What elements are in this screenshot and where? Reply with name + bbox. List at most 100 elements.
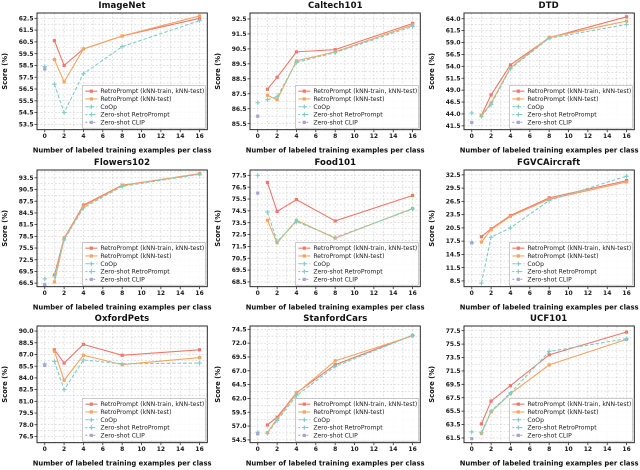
svg-text:CoOp: CoOp	[100, 104, 117, 111]
svg-text:2: 2	[62, 133, 66, 140]
svg-text:Number of labeled training exa: Number of labeled training examples per …	[33, 460, 212, 468]
svg-text:54.5: 54.5	[19, 110, 34, 117]
svg-text:4: 4	[508, 290, 512, 297]
svg-text:Zero-shot RetroPrompt: Zero-shot RetroPrompt	[314, 112, 384, 119]
svg-text:12: 12	[157, 446, 165, 453]
svg-text:73.5: 73.5	[232, 219, 247, 226]
svg-text:23.5: 23.5	[445, 211, 460, 218]
svg-text:88.5: 88.5	[19, 340, 34, 347]
svg-text:64.0: 64.0	[445, 16, 460, 23]
svg-text:90.5: 90.5	[232, 46, 247, 53]
svg-text:57.5: 57.5	[19, 74, 34, 81]
svg-text:8: 8	[547, 133, 551, 140]
svg-text:16: 16	[622, 133, 630, 140]
svg-text:Zero-shot RetroPrompt: Zero-shot RetroPrompt	[314, 268, 384, 275]
svg-text:0: 0	[43, 446, 47, 453]
svg-text:RetroPrompt (kNN-test): RetroPrompt (kNN-test)	[100, 96, 171, 103]
svg-text:66.5: 66.5	[19, 280, 34, 287]
svg-text:14: 14	[603, 133, 611, 140]
svg-text:90.0: 90.0	[19, 328, 34, 335]
svg-text:63.5: 63.5	[445, 422, 460, 429]
svg-text:Number of labeled training exa: Number of labeled training examples per …	[246, 460, 425, 468]
svg-text:88.5: 88.5	[232, 76, 247, 83]
svg-text:4: 4	[295, 290, 299, 297]
svg-text:84.0: 84.0	[19, 375, 34, 382]
chart-title: ImageNet	[98, 1, 146, 11]
svg-text:89.5: 89.5	[232, 61, 247, 68]
svg-text:12: 12	[583, 133, 591, 140]
svg-text:81.0: 81.0	[19, 399, 34, 406]
svg-text:4: 4	[295, 446, 299, 453]
svg-text:RetroPrompt (kNN-test): RetroPrompt (kNN-test)	[314, 96, 385, 103]
svg-text:71.5: 71.5	[232, 243, 247, 250]
svg-text:RetroPrompt (kNN-train, kNN-te: RetroPrompt (kNN-train, kNN-test)	[314, 245, 418, 252]
svg-text:82.5: 82.5	[19, 387, 34, 394]
svg-text:69.5: 69.5	[445, 382, 460, 389]
svg-text:91.5: 91.5	[232, 31, 247, 38]
svg-text:4: 4	[508, 133, 512, 140]
chart-imagenet: ImageNet 0 2 4 6 8 10 12 14 16 53.5 54.5 55.5 56.5 57…	[0, 0, 213, 157]
svg-text:RetroPrompt (kNN-train, kNN-te: RetroPrompt (kNN-train, kNN-test)	[100, 401, 204, 408]
svg-text:87.0: 87.0	[19, 352, 34, 359]
svg-text:92.5: 92.5	[232, 16, 247, 23]
svg-text:2: 2	[489, 446, 493, 453]
svg-text:6: 6	[314, 446, 318, 453]
svg-text:6: 6	[314, 290, 318, 297]
chart-canvas-5: 0 2 4 6 8 10 12 14 16 8.5 11.5 14.5 17.5 20.5 23.5 26.5…	[428, 169, 638, 311]
svg-text:2: 2	[62, 290, 66, 297]
svg-text:12: 12	[583, 290, 591, 297]
svg-text:8: 8	[333, 446, 337, 453]
svg-text:Score (%): Score (%)	[428, 366, 436, 403]
svg-text:Zero-shot RetroPrompt: Zero-shot RetroPrompt	[527, 425, 597, 432]
svg-text:12: 12	[157, 290, 165, 297]
svg-text:CoOp: CoOp	[527, 260, 544, 267]
svg-text:16: 16	[195, 446, 203, 453]
svg-text:75.5: 75.5	[19, 245, 34, 252]
svg-text:8.5: 8.5	[450, 278, 461, 285]
svg-text:53.5: 53.5	[19, 121, 34, 128]
svg-text:12: 12	[370, 446, 378, 453]
svg-text:61.5: 61.5	[445, 435, 460, 442]
svg-text:Score (%): Score (%)	[428, 53, 436, 90]
svg-text:8: 8	[547, 290, 551, 297]
svg-text:58.5: 58.5	[19, 63, 34, 70]
svg-text:4: 4	[295, 133, 299, 140]
svg-text:72.0: 72.0	[232, 341, 247, 348]
svg-text:76.5: 76.5	[19, 434, 34, 441]
svg-text:14: 14	[176, 446, 184, 453]
svg-text:78.5: 78.5	[19, 233, 34, 240]
svg-text:2: 2	[275, 133, 279, 140]
svg-text:14: 14	[176, 133, 184, 140]
svg-text:10: 10	[137, 290, 145, 297]
svg-text:Zero-shot CLIP: Zero-shot CLIP	[100, 276, 145, 283]
svg-text:Zero-shot CLIP: Zero-shot CLIP	[100, 119, 145, 126]
svg-text:12: 12	[370, 133, 378, 140]
svg-text:6: 6	[527, 446, 531, 453]
chart-title: DTD	[538, 1, 559, 11]
svg-text:RetroPrompt (kNN-test): RetroPrompt (kNN-test)	[527, 253, 598, 260]
svg-text:8: 8	[120, 133, 124, 140]
svg-text:56.5: 56.5	[445, 52, 460, 59]
svg-text:84.5: 84.5	[19, 210, 34, 217]
svg-text:Number of labeled training exa: Number of labeled training examples per …	[246, 147, 425, 155]
chart-title: UCF101	[530, 314, 568, 325]
svg-text:Number of labeled training exa: Number of labeled training examples per …	[459, 460, 638, 468]
svg-text:4: 4	[81, 133, 85, 140]
svg-text:81.5: 81.5	[19, 221, 34, 228]
svg-text:67.5: 67.5	[445, 395, 460, 402]
svg-text:75.5: 75.5	[445, 342, 460, 349]
svg-text:Zero-shot CLIP: Zero-shot CLIP	[527, 119, 572, 126]
svg-text:Score (%): Score (%)	[1, 210, 9, 247]
svg-text:Score (%): Score (%)	[214, 366, 222, 403]
svg-text:2: 2	[489, 290, 493, 297]
svg-text:RetroPrompt (kNN-train, kNN-te: RetroPrompt (kNN-train, kNN-test)	[100, 88, 204, 95]
svg-text:6: 6	[527, 290, 531, 297]
svg-text:87.5: 87.5	[19, 198, 34, 205]
svg-text:10: 10	[137, 133, 145, 140]
chart-canvas-1: 0 2 4 6 8 10 12 14 16 85.5 86.5 87.5 88.5 89.5 90.5 91.…	[214, 12, 425, 155]
svg-text:11.5: 11.5	[445, 264, 460, 271]
svg-text:Zero-shot CLIP: Zero-shot CLIP	[527, 433, 572, 440]
svg-text:44.0: 44.0	[445, 111, 460, 118]
svg-text:10: 10	[564, 133, 572, 140]
